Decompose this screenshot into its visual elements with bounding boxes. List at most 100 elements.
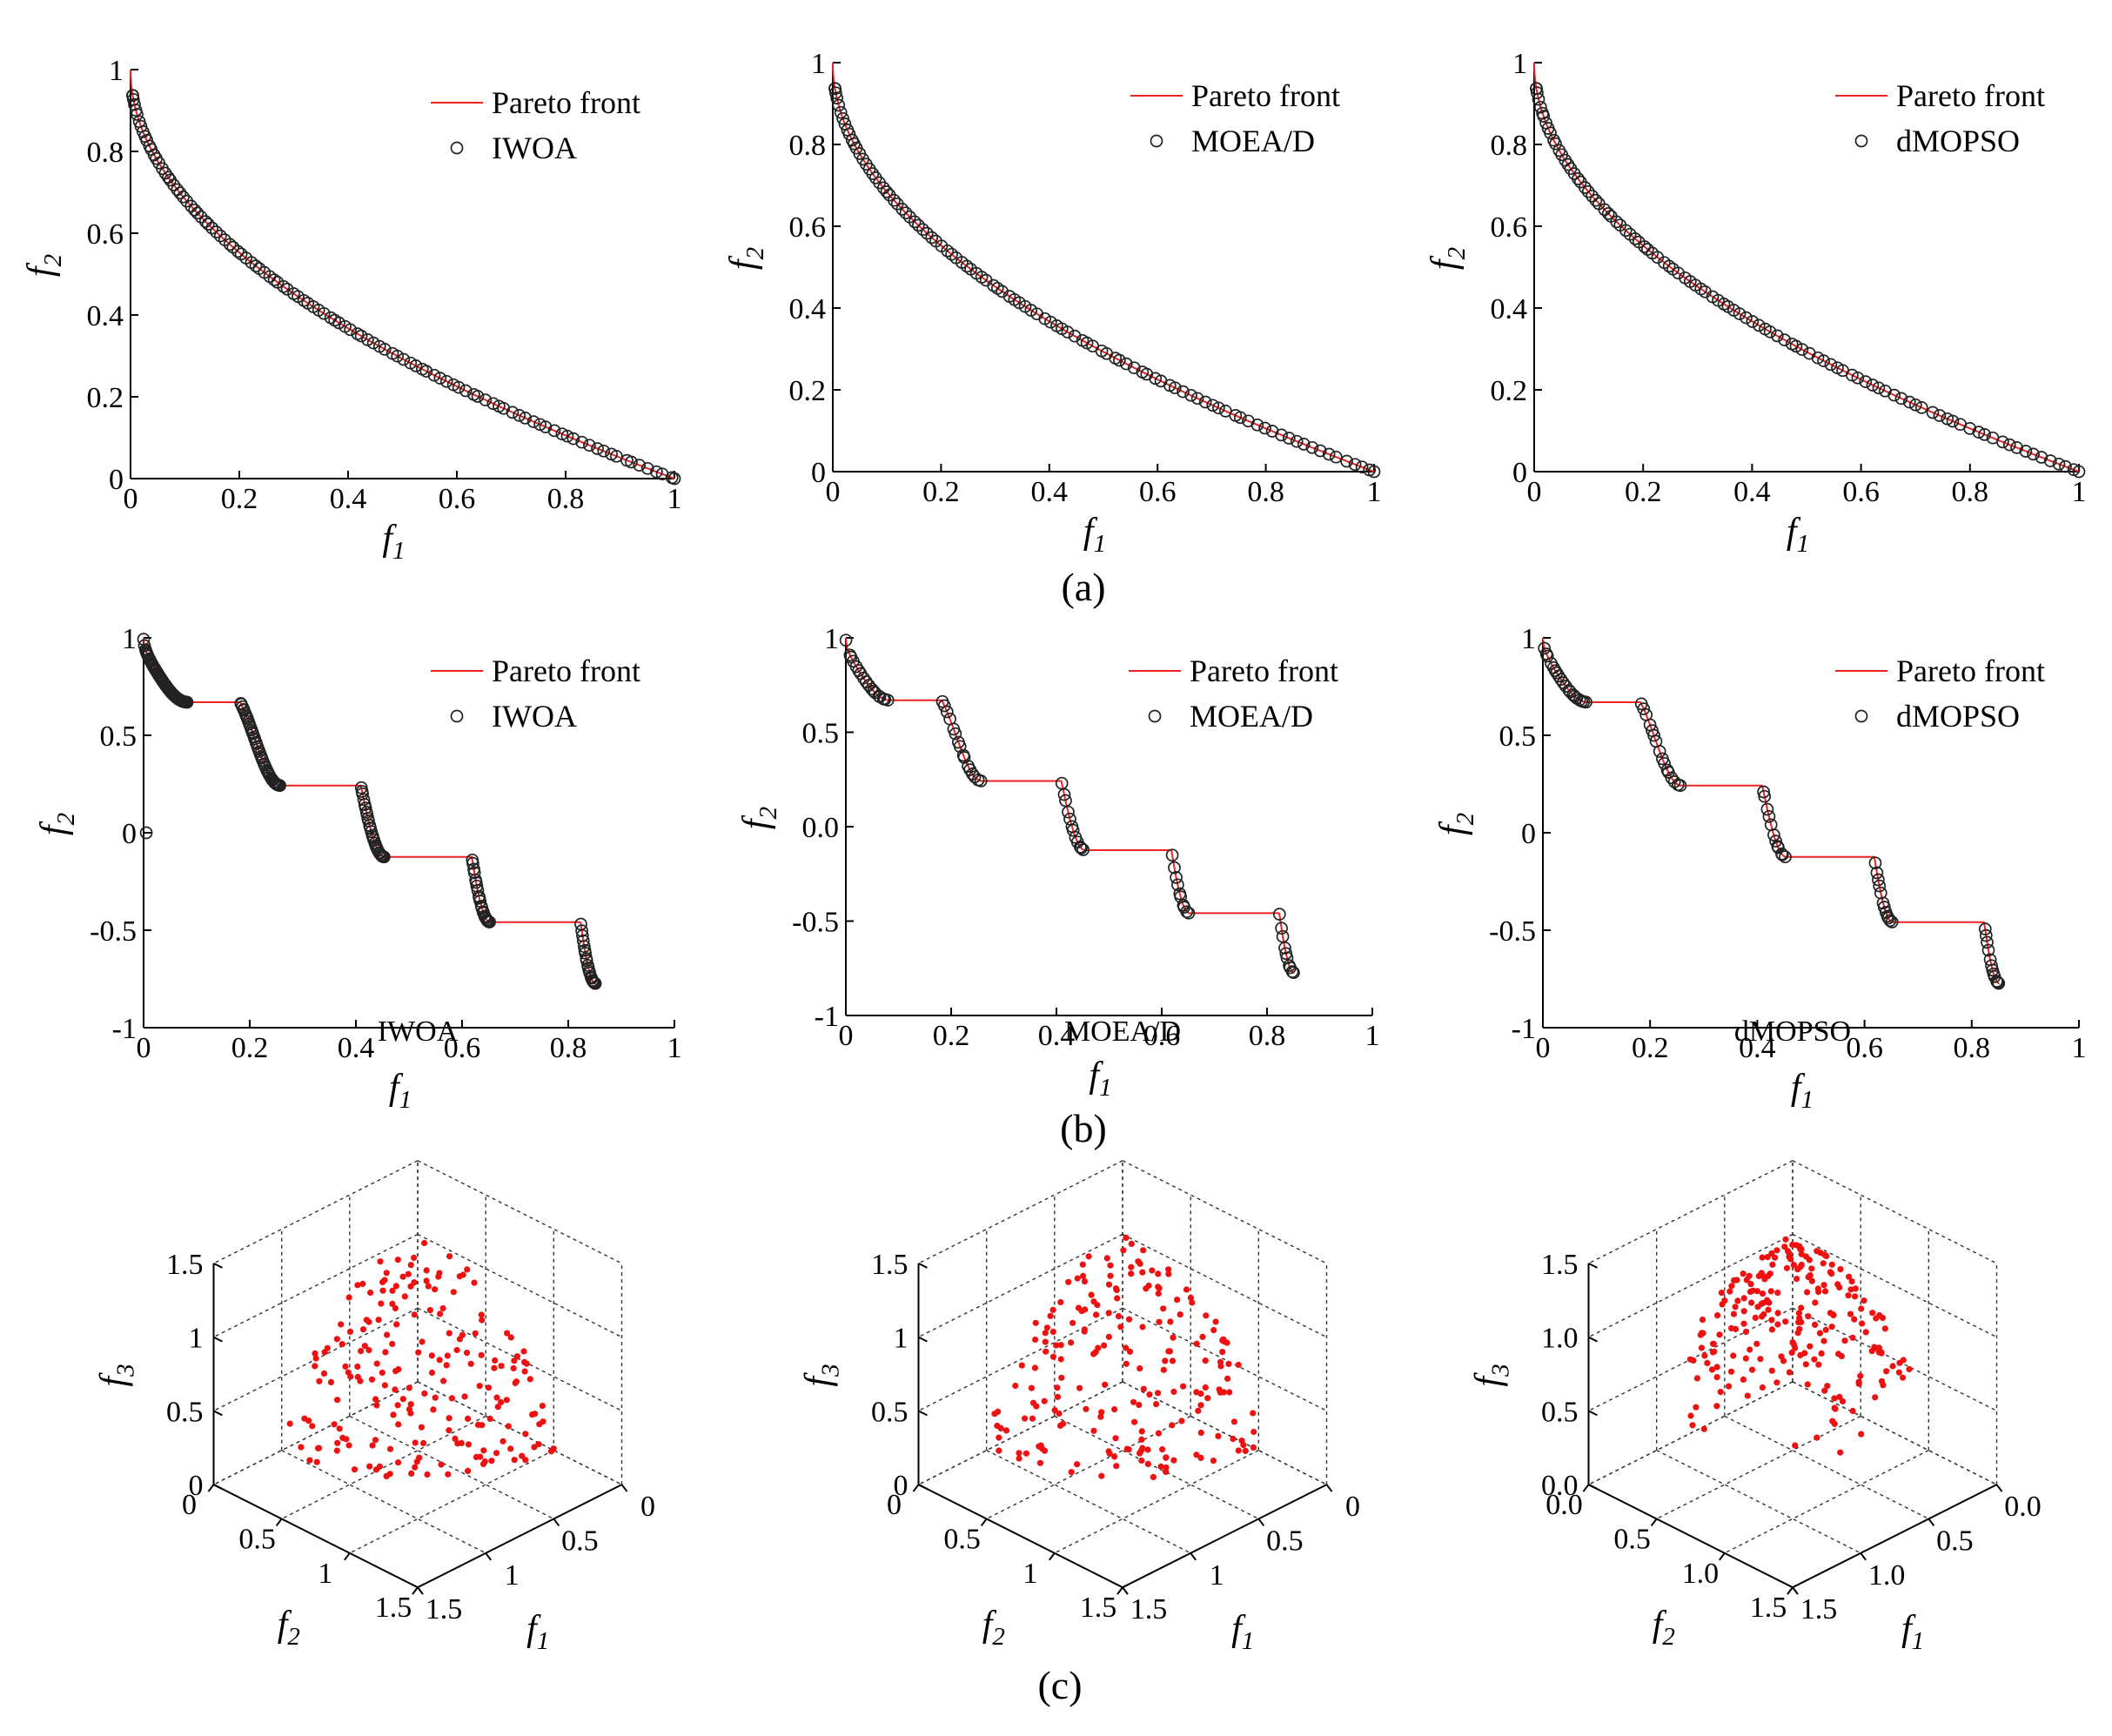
legend: Pareto front IWOA [431,654,640,734]
data-point [1820,1337,1827,1344]
data-point [420,1439,427,1447]
data-point [488,1458,495,1465]
data-point [423,1267,430,1274]
data-point [312,1355,319,1362]
data-point [1757,1356,1764,1363]
data-point [1700,1330,1706,1337]
x-axis-label-text: f1 [382,519,405,565]
y-tick-label: 0.5 [943,1523,981,1555]
data-point [1119,357,1133,371]
data-point [367,1289,374,1297]
data-point [1278,942,1291,955]
y-tick-label: 1.5 [1080,1592,1117,1624]
data-point [1150,1473,1157,1480]
y-axis-label: f2 [982,1605,1005,1651]
data-point [1787,1256,1794,1263]
data-point [1139,1444,1146,1451]
data-point [1875,1349,1883,1356]
data-point [464,1266,471,1273]
data-point [1805,1313,1812,1320]
data-point [1112,1435,1119,1442]
data-point [210,225,223,238]
z-tick [213,1484,223,1490]
data-point [1098,1409,1105,1416]
data-point [1138,1436,1145,1443]
data-point [1146,1391,1153,1398]
data-point [511,1357,518,1364]
x-tick-label: 0.2 [933,1020,970,1052]
data-point [1772,841,1785,855]
data-point [1740,1376,1747,1383]
data-point [1857,1372,1864,1379]
data-point [463,1350,471,1357]
data-point [1537,110,1551,123]
data-point [481,1458,488,1465]
data-point [366,1463,373,1470]
y-axis-label: f2 [723,247,769,270]
data-point [1726,1383,1733,1390]
data-point [550,1445,557,1452]
y-tick [275,1518,283,1527]
data-point [1733,1325,1740,1332]
x-tick [1995,1484,2003,1492]
data-point [1610,215,1624,229]
data-point [405,1270,412,1277]
data-point [1747,1346,1753,1353]
data-point [1795,1310,1802,1317]
data-point [1144,1460,1151,1467]
y-tick-label: -1 [1512,1013,1536,1045]
data-point [1792,1442,1799,1449]
data-point [1170,1388,1177,1395]
data-point [579,947,592,960]
data-point [1807,1272,1814,1279]
x-tick-label: 0.4 [1038,1020,1076,1052]
data-point [1747,1281,1754,1288]
data-point [1226,1389,1233,1396]
data-point [277,279,291,293]
data-point [1153,1401,1160,1408]
y-tick-label: 0 [122,818,137,850]
x-tick-label: 0.2 [231,1032,269,1064]
grid-line [1792,1160,1997,1264]
data-point [949,727,962,741]
data-point [1693,1404,1700,1411]
data-point [267,273,281,286]
data-point [1778,1353,1785,1360]
x-tick-label: 0.5 [561,1525,599,1557]
y-tick-label: 0.0 [1545,1489,1583,1521]
data-point [372,1396,379,1403]
x-tick [1860,1552,1867,1561]
y-tick [912,1484,920,1492]
data-point [1155,1430,1162,1437]
data-point [384,1331,391,1338]
data-point [453,1346,460,1354]
y-tick-label: 0 [1521,818,1536,850]
data-point [1709,1340,1717,1347]
y-tick [1719,1552,1726,1561]
data-point [640,461,654,475]
data-point [477,1453,484,1460]
data-point [1851,371,1865,385]
data-point [452,380,466,394]
data-point [2019,445,2033,458]
data-point [1105,1281,1113,1288]
grid-line [1122,1381,1327,1485]
x-tick [553,1518,560,1527]
data-point [1044,315,1057,329]
data-point [407,1401,414,1408]
data-point [1305,440,1319,454]
z-tick [213,1262,223,1269]
data-point [1195,1407,1202,1414]
data-point [1752,318,1766,332]
data-point [433,372,447,385]
data-point [459,384,473,398]
data-point [1836,1393,1843,1400]
y-axis-label: f2 [1653,1605,1675,1651]
data-point [1212,401,1225,415]
data-point [920,226,934,240]
data-point [1190,392,1204,406]
data-point [1128,1240,1135,1247]
data-point [1180,1383,1187,1390]
data-point [1057,1342,1064,1349]
